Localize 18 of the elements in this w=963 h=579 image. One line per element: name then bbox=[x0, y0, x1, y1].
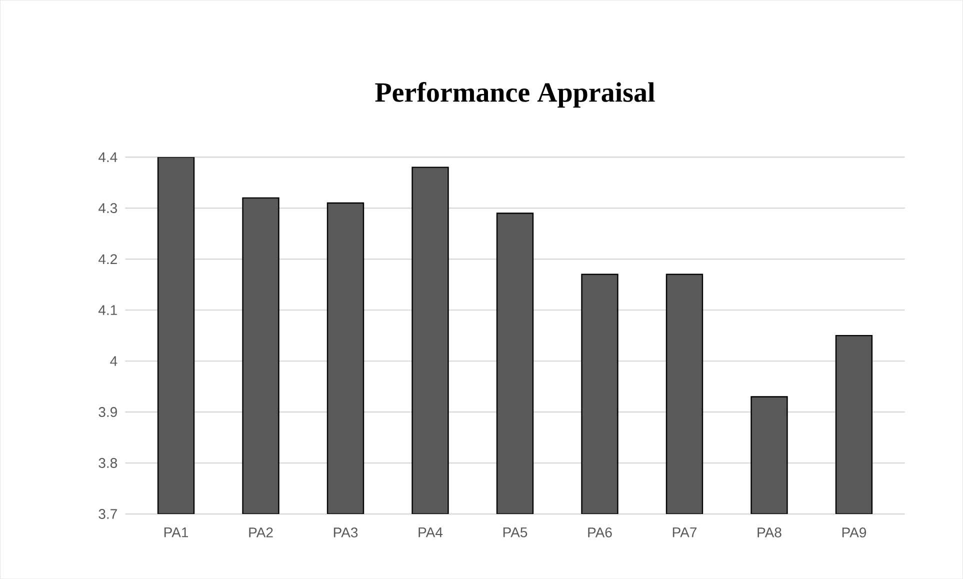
y-tick-label: 4.2 bbox=[98, 254, 117, 264]
x-tick-label: PA9 bbox=[842, 527, 866, 538]
chart-title: Performance Appraisal bbox=[375, 82, 655, 108]
y-tick-label: 4 bbox=[110, 356, 118, 366]
x-tick-label: PA7 bbox=[672, 527, 696, 538]
y-tick-label: 4.3 bbox=[98, 203, 118, 213]
x-tick-label: PA6 bbox=[588, 527, 612, 538]
y-tick-label: 4.1 bbox=[98, 305, 117, 315]
y-tick-label: 4.4 bbox=[98, 152, 118, 162]
x-tick-label: PA3 bbox=[334, 527, 358, 538]
x-tick-label: PA8 bbox=[758, 527, 782, 538]
x-tick-label: PA4 bbox=[418, 527, 443, 538]
x-tick-label: PA1 bbox=[164, 527, 188, 538]
x-tick-label: PA2 bbox=[249, 527, 273, 538]
y-tick-label: 3.7 bbox=[98, 508, 117, 519]
y-tick-label: 3.9 bbox=[98, 406, 117, 417]
x-tick-label: PA5 bbox=[503, 527, 528, 538]
y-tick-label: 3.8 bbox=[98, 458, 118, 468]
